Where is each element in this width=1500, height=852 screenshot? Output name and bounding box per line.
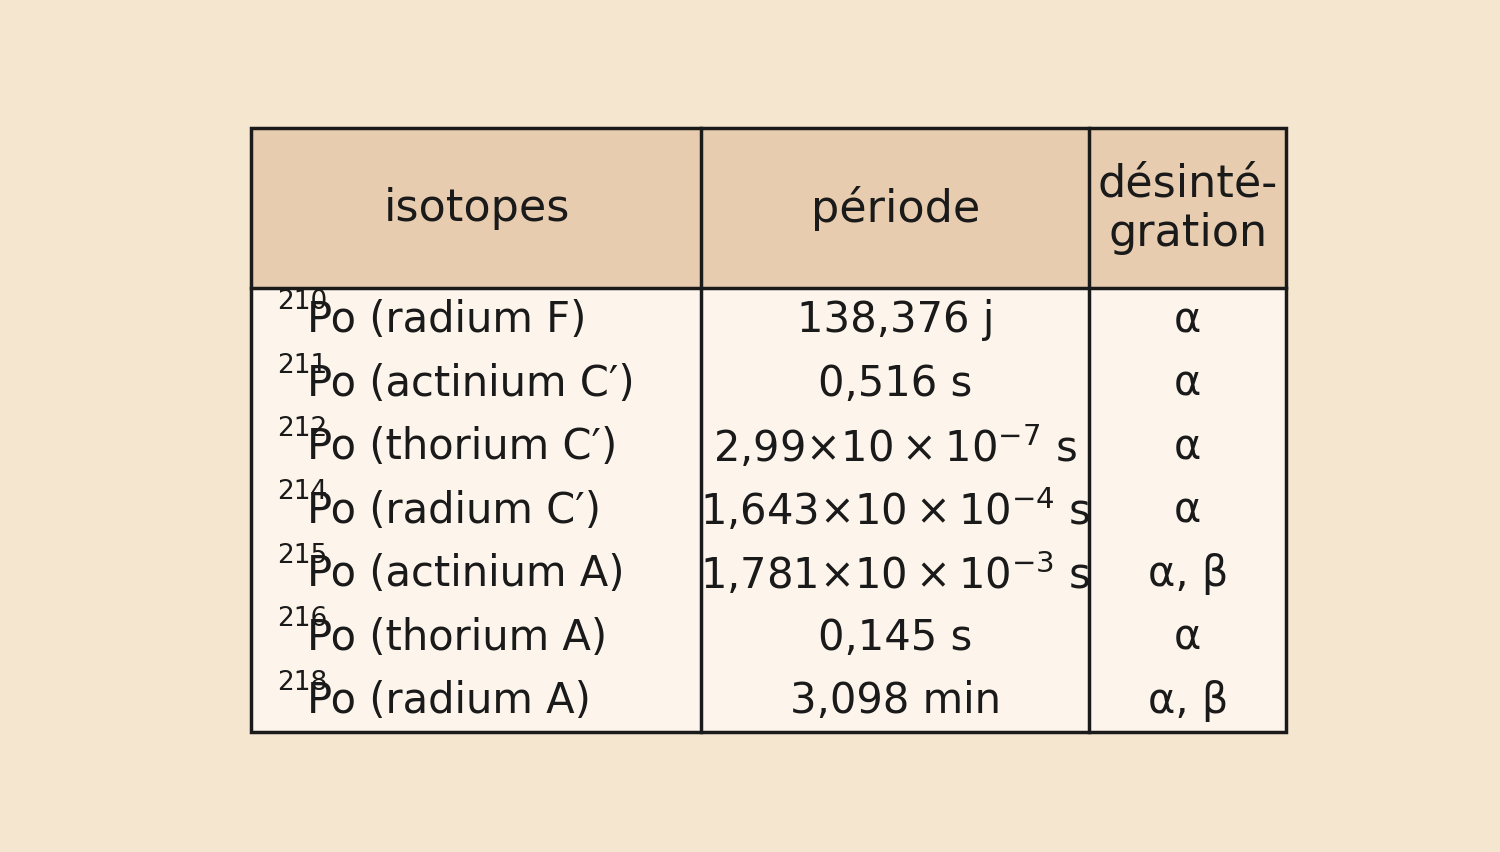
Text: $1{,}781 × 10 \times 10^{-3}$ s: $1{,}781 × 10 \times 10^{-3}$ s bbox=[700, 550, 1090, 597]
Text: Po (radium A): Po (radium A) bbox=[308, 679, 591, 722]
Bar bbox=[252, 129, 1286, 289]
Text: 0,145 s: 0,145 s bbox=[819, 616, 972, 658]
Text: $1{,}643 × 10 \times 10^{-4}$ s: $1{,}643 × 10 \times 10^{-4}$ s bbox=[700, 486, 1090, 533]
Text: 214: 214 bbox=[278, 479, 327, 505]
Text: 3,098 min: 3,098 min bbox=[790, 679, 1000, 722]
Text: α, β: α, β bbox=[1148, 679, 1228, 722]
Text: α: α bbox=[1174, 489, 1202, 531]
Text: Po (actinium C′): Po (actinium C′) bbox=[308, 362, 634, 405]
Bar bbox=[252, 289, 1286, 732]
Text: α: α bbox=[1174, 362, 1202, 405]
Text: isotopes: isotopes bbox=[384, 187, 570, 230]
Text: 216: 216 bbox=[278, 606, 327, 631]
Text: 211: 211 bbox=[278, 352, 327, 378]
Text: Po (thorium C′): Po (thorium C′) bbox=[308, 426, 616, 468]
Text: Po (radium F): Po (radium F) bbox=[308, 299, 586, 341]
Text: α, β: α, β bbox=[1148, 553, 1228, 595]
Text: 0,516 s: 0,516 s bbox=[819, 362, 972, 405]
Text: période: période bbox=[812, 186, 980, 231]
Text: α: α bbox=[1174, 616, 1202, 658]
Text: Po (actinium A): Po (actinium A) bbox=[308, 553, 624, 595]
Text: α: α bbox=[1174, 299, 1202, 341]
Text: α: α bbox=[1174, 426, 1202, 468]
Text: Po (radium C′): Po (radium C′) bbox=[308, 489, 602, 531]
Text: $2{,}99 × 10 \times 10^{-7}$ s: $2{,}99 × 10 \times 10^{-7}$ s bbox=[714, 423, 1077, 470]
Text: 212: 212 bbox=[278, 416, 327, 441]
Text: 215: 215 bbox=[278, 542, 327, 568]
Text: 218: 218 bbox=[278, 669, 327, 695]
Text: désinté-
gration: désinté- gration bbox=[1098, 162, 1278, 255]
Bar bbox=[252, 129, 1286, 732]
Text: 138,376 j: 138,376 j bbox=[796, 299, 994, 341]
Text: 210: 210 bbox=[278, 289, 327, 314]
Text: Po (thorium A): Po (thorium A) bbox=[308, 616, 608, 658]
